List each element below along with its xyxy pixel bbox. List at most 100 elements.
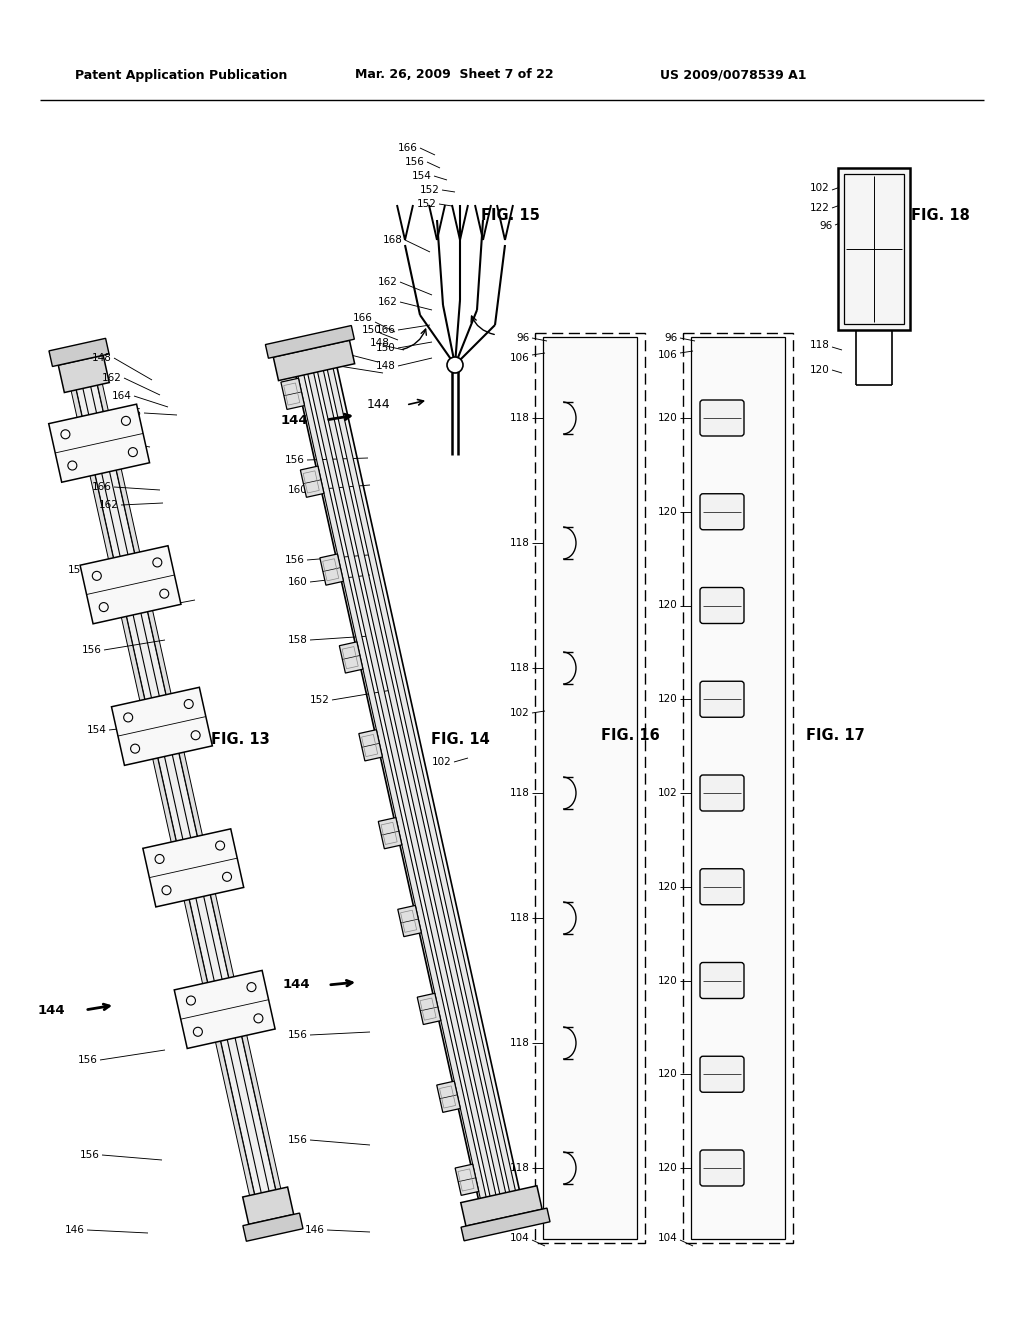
Text: 154: 154 [87, 725, 106, 735]
Text: 162: 162 [378, 277, 398, 286]
Text: 156: 156 [288, 1030, 308, 1040]
Text: 120: 120 [658, 601, 678, 610]
FancyBboxPatch shape [700, 494, 744, 529]
Text: 144: 144 [37, 1003, 65, 1016]
Text: 118: 118 [510, 1038, 530, 1048]
Polygon shape [358, 730, 382, 760]
Circle shape [447, 356, 463, 374]
Text: 102: 102 [510, 708, 530, 718]
Bar [844, 174, 904, 323]
Text: FIG. 13: FIG. 13 [211, 733, 269, 747]
Text: 156: 156 [78, 1055, 98, 1065]
Polygon shape [143, 829, 244, 907]
Text: 148: 148 [370, 338, 390, 348]
FancyBboxPatch shape [700, 681, 744, 717]
Text: 156: 156 [290, 341, 310, 350]
Polygon shape [455, 1164, 479, 1196]
Text: 104: 104 [658, 1233, 678, 1243]
Polygon shape [461, 1185, 542, 1226]
Text: 144: 144 [283, 978, 310, 991]
Text: 96: 96 [665, 333, 678, 343]
Text: 120: 120 [658, 1069, 678, 1080]
Text: FIG. 18: FIG. 18 [910, 207, 970, 223]
Text: 150: 150 [376, 343, 396, 352]
Text: 118: 118 [510, 539, 530, 548]
Polygon shape [70, 358, 282, 1222]
Text: 166: 166 [92, 482, 112, 492]
Polygon shape [300, 466, 324, 498]
Text: 120: 120 [658, 882, 678, 892]
Text: 118: 118 [510, 1163, 530, 1173]
Polygon shape [281, 379, 304, 409]
Polygon shape [243, 1187, 294, 1225]
Polygon shape [58, 355, 110, 392]
Text: 148: 148 [92, 352, 112, 363]
Text: 120: 120 [658, 1163, 678, 1173]
Text: 118: 118 [510, 413, 530, 422]
Text: 102: 102 [810, 183, 830, 193]
Polygon shape [91, 356, 287, 1217]
Text: 156: 156 [80, 1150, 100, 1160]
Text: 162: 162 [378, 297, 398, 308]
FancyBboxPatch shape [700, 869, 744, 904]
Text: 160: 160 [288, 484, 308, 495]
Text: 152: 152 [417, 199, 437, 209]
Text: 152: 152 [120, 605, 140, 615]
Text: 146: 146 [305, 1225, 325, 1236]
Text: 148: 148 [376, 360, 396, 371]
Text: 162: 162 [99, 500, 119, 510]
Text: 166: 166 [353, 313, 373, 323]
Text: 158: 158 [288, 635, 308, 645]
Text: 154: 154 [298, 358, 318, 368]
Polygon shape [49, 338, 109, 367]
Text: 156: 156 [82, 645, 102, 655]
Text: 102: 102 [432, 756, 452, 767]
Text: 156: 156 [285, 455, 305, 465]
Text: US 2009/0078539 A1: US 2009/0078539 A1 [660, 69, 807, 82]
Polygon shape [265, 326, 354, 358]
Text: 118: 118 [510, 913, 530, 923]
Polygon shape [319, 554, 343, 585]
Text: 118: 118 [510, 663, 530, 673]
Polygon shape [339, 642, 362, 673]
Text: 154: 154 [412, 172, 432, 181]
FancyBboxPatch shape [700, 400, 744, 436]
Text: 150: 150 [362, 325, 382, 335]
Text: Mar. 26, 2009  Sheet 7 of 22: Mar. 26, 2009 Sheet 7 of 22 [355, 69, 554, 82]
Text: 166: 166 [85, 436, 105, 445]
Text: 120: 120 [658, 413, 678, 422]
Text: FIG. 17: FIG. 17 [806, 727, 864, 742]
Polygon shape [417, 993, 441, 1024]
Text: 166: 166 [398, 143, 418, 153]
Bar [691, 337, 785, 1239]
Polygon shape [323, 345, 520, 1216]
FancyBboxPatch shape [700, 1056, 744, 1092]
Polygon shape [112, 688, 212, 766]
Polygon shape [312, 347, 511, 1217]
Polygon shape [378, 817, 402, 849]
FancyBboxPatch shape [700, 587, 744, 623]
Polygon shape [461, 1208, 550, 1241]
Text: 152: 152 [310, 696, 330, 705]
Bar [535, 333, 645, 1243]
Text: 156: 156 [288, 1135, 308, 1144]
Bar [683, 333, 793, 1243]
Polygon shape [66, 363, 260, 1222]
Text: 160: 160 [288, 577, 308, 587]
Bar [838, 168, 910, 330]
Text: 144: 144 [367, 399, 390, 412]
Polygon shape [303, 350, 501, 1220]
Polygon shape [243, 1213, 303, 1241]
Text: FIG. 16: FIG. 16 [601, 727, 659, 742]
Text: FIG. 14: FIG. 14 [431, 733, 489, 747]
FancyBboxPatch shape [700, 775, 744, 810]
Text: Patent Application Publication: Patent Application Publication [75, 69, 288, 82]
FancyBboxPatch shape [700, 962, 744, 998]
Text: 152: 152 [69, 565, 88, 576]
Text: 156: 156 [122, 408, 142, 418]
Polygon shape [273, 341, 354, 380]
Text: 104: 104 [510, 1233, 530, 1243]
Text: FIG. 15: FIG. 15 [480, 207, 540, 223]
Text: 162: 162 [102, 374, 122, 383]
Text: 144: 144 [281, 413, 308, 426]
